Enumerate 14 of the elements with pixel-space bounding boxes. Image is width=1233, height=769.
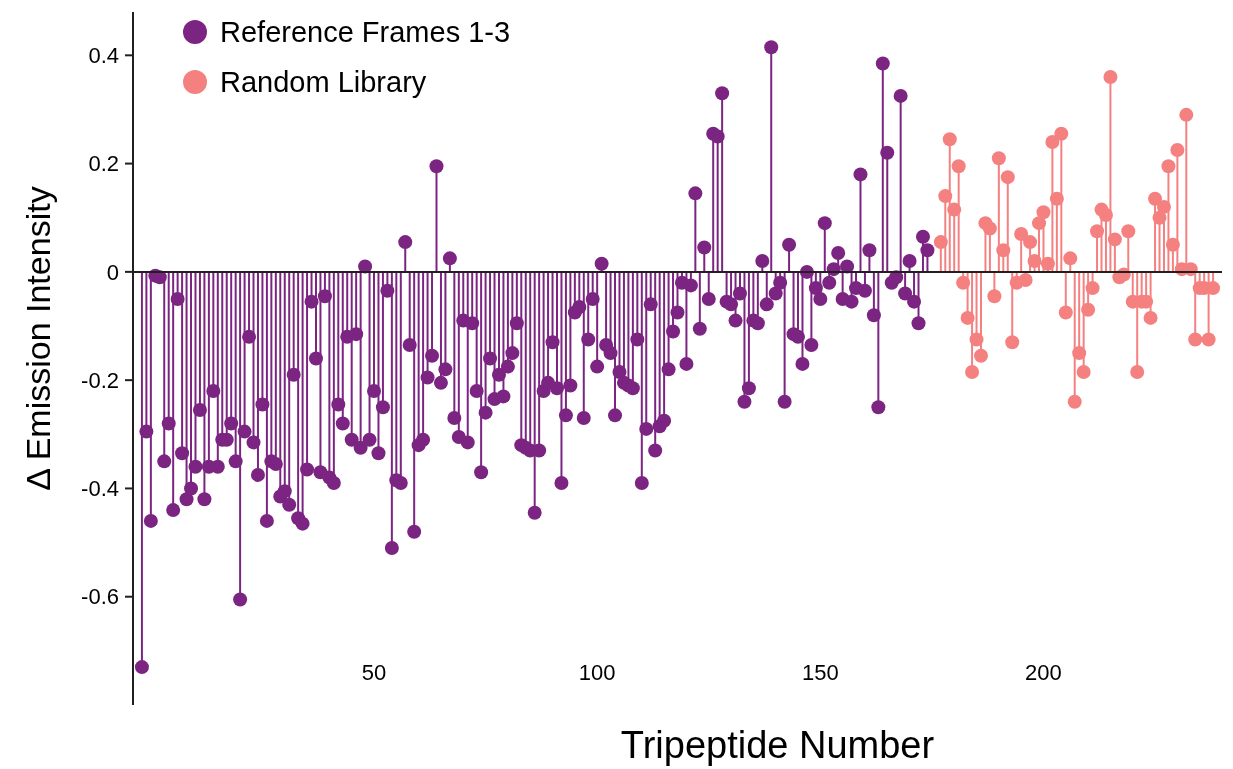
- y-axis-title: Δ Emission Intensity: [19, 186, 57, 491]
- y-tick-label: 0.4: [88, 43, 119, 69]
- x-tick-label: 100: [578, 660, 616, 685]
- x-axis-title: Tripeptide Number: [620, 724, 935, 766]
- legend-label: Reference Frames 1-3: [220, 16, 511, 49]
- y-tick-label: -0.4: [81, 476, 119, 502]
- x-tick-label: 50: [361, 660, 387, 685]
- legend-label: Random Library: [220, 66, 427, 99]
- y-tick-label: 0: [106, 259, 119, 285]
- y-tick-label: -0.6: [81, 584, 119, 610]
- y-tick-label: 0.2: [88, 151, 119, 177]
- x-tick-label: 200: [1025, 660, 1062, 685]
- x-tick-label: 150: [801, 660, 839, 685]
- y-tick-label: -0.2: [81, 367, 119, 393]
